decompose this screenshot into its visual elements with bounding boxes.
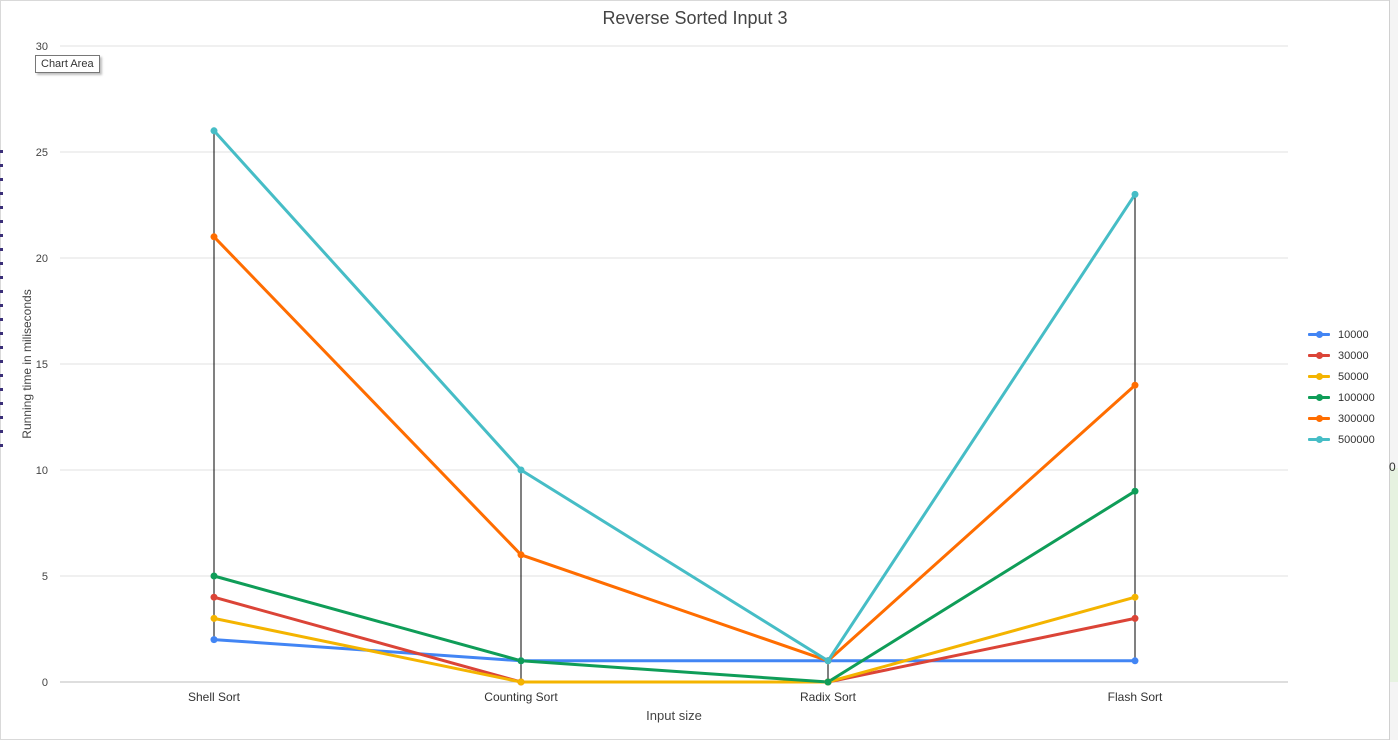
x-tick-label: Radix Sort xyxy=(800,690,857,704)
x-tick-label: Shell Sort xyxy=(188,690,241,704)
data-point[interactable] xyxy=(210,572,218,580)
series-line[interactable] xyxy=(212,235,1137,663)
legend-swatch xyxy=(1308,331,1330,338)
legend-swatch xyxy=(1308,394,1330,401)
data-point[interactable] xyxy=(517,678,525,686)
legend-swatch xyxy=(1308,352,1330,359)
data-point[interactable] xyxy=(210,127,218,135)
series-line[interactable] xyxy=(212,489,1137,684)
legend-item[interactable]: 500000 xyxy=(1308,429,1375,450)
legend-label: 500000 xyxy=(1338,433,1375,446)
legend-item[interactable]: 100000 xyxy=(1308,387,1375,408)
y-tick-label: 0 xyxy=(42,677,48,689)
legend-label: 10000 xyxy=(1338,328,1369,341)
y-axis-ticks: 0 5 10 15 20 25 30 xyxy=(36,41,48,689)
legend-swatch xyxy=(1308,373,1330,380)
chart-title[interactable]: Reverse Sorted Input 3 xyxy=(602,8,788,28)
y-tick-label: 10 xyxy=(36,465,48,477)
data-point[interactable] xyxy=(517,657,525,665)
data-point[interactable] xyxy=(824,678,832,686)
data-point[interactable] xyxy=(210,593,218,601)
spreadsheet-edge-text: 0 xyxy=(1389,460,1396,474)
legend-item[interactable]: 30000 xyxy=(1308,345,1375,366)
legend-label: 30000 xyxy=(1338,349,1369,362)
legend-swatch xyxy=(1308,415,1330,422)
legend-item[interactable]: 10000 xyxy=(1308,324,1375,345)
x-tick-label: Counting Sort xyxy=(484,690,558,704)
data-point[interactable] xyxy=(1131,657,1139,665)
legend-swatch xyxy=(1308,436,1330,443)
data-point[interactable] xyxy=(1131,593,1139,601)
left-edge-marks xyxy=(0,150,3,450)
data-point[interactable] xyxy=(1131,381,1139,389)
spreadsheet-edge xyxy=(1389,0,1398,740)
x-axis-title[interactable]: Input size xyxy=(646,708,702,723)
gridlines xyxy=(60,45,1288,683)
data-point[interactable] xyxy=(1131,190,1139,198)
data-point[interactable] xyxy=(1131,614,1139,622)
legend-item[interactable]: 50000 xyxy=(1308,366,1375,387)
y-tick-label: 30 xyxy=(36,41,48,53)
data-point[interactable] xyxy=(210,614,218,622)
series-line[interactable] xyxy=(212,129,1137,663)
data-points[interactable] xyxy=(210,127,1139,686)
legend[interactable]: 10000 30000 50000 100000 300000 500000 xyxy=(1308,324,1375,450)
series-line[interactable] xyxy=(212,595,1137,684)
data-point[interactable] xyxy=(517,466,525,474)
data-point[interactable] xyxy=(517,551,525,559)
data-point[interactable] xyxy=(1131,487,1139,495)
legend-label: 100000 xyxy=(1338,391,1375,404)
y-tick-label: 5 xyxy=(42,571,48,583)
x-axis-ticks: Shell Sort Counting Sort Radix Sort Flash S… xyxy=(188,690,1163,704)
drop-lines xyxy=(213,130,1136,682)
data-point[interactable] xyxy=(824,657,832,665)
legend-label: 300000 xyxy=(1338,412,1375,425)
legend-label: 50000 xyxy=(1338,370,1369,383)
y-tick-label: 25 xyxy=(36,147,48,159)
data-point[interactable] xyxy=(210,233,218,241)
series-line[interactable] xyxy=(212,595,1137,684)
x-tick-label: Flash Sort xyxy=(1108,690,1163,704)
y-tick-label: 15 xyxy=(36,359,48,371)
legend-item[interactable]: 300000 xyxy=(1308,408,1375,429)
series-line[interactable] xyxy=(212,638,1137,663)
data-point[interactable] xyxy=(210,636,218,644)
y-tick-label: 20 xyxy=(36,253,48,265)
spreadsheet-edge-highlight xyxy=(1390,468,1398,682)
series-lines[interactable] xyxy=(212,129,1137,684)
chart-area-tooltip: Chart Area xyxy=(35,55,100,73)
